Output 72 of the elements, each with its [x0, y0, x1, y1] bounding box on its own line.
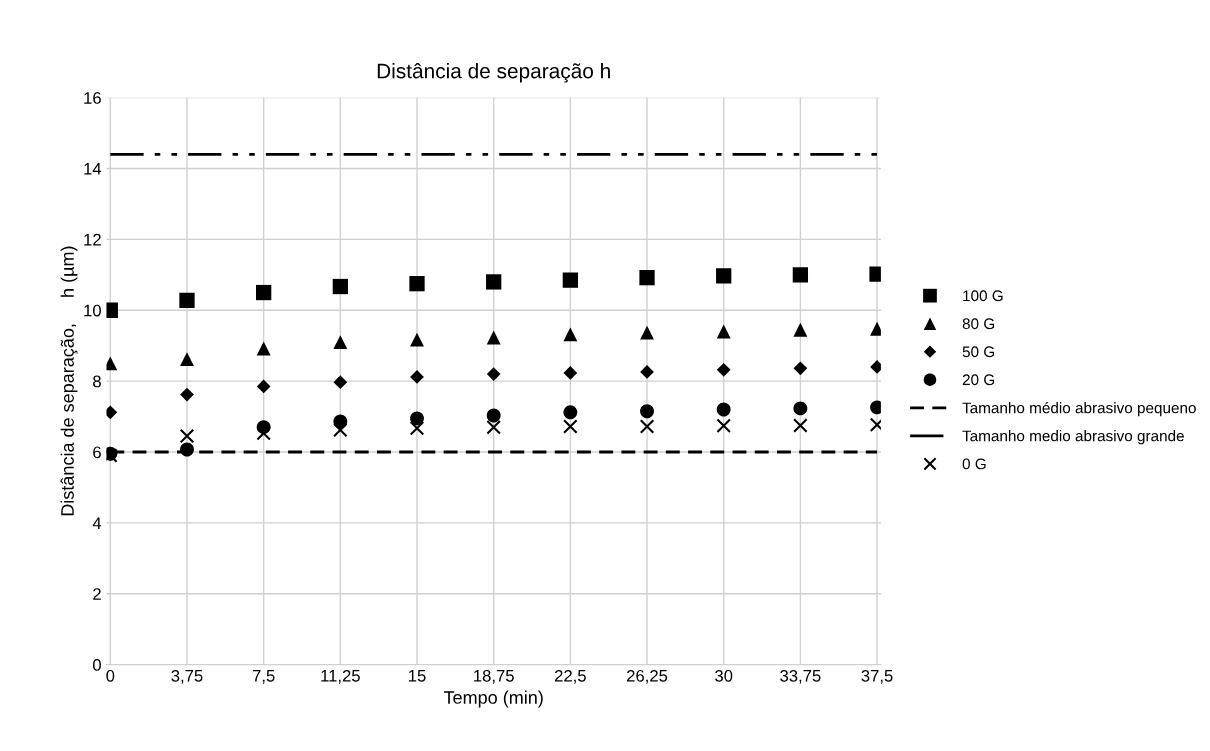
x-tick-label: 0 — [106, 669, 115, 682]
point — [410, 332, 424, 347]
y-tick-label: 4 — [92, 517, 102, 529]
point — [333, 335, 348, 350]
point — [793, 418, 808, 433]
point — [486, 408, 501, 423]
x-tick-label: 18,75 — [474, 669, 514, 684]
point — [486, 419, 501, 435]
point — [716, 402, 731, 417]
y-tick-label: 16 — [84, 92, 101, 104]
point — [792, 267, 809, 283]
point — [563, 327, 578, 342]
x-axis-title: Tempo (min) — [443, 690, 543, 708]
point — [793, 322, 808, 337]
point — [409, 420, 425, 436]
point — [256, 284, 272, 301]
chart-title: Distância de separação h — [377, 63, 610, 83]
x-tick-label: 33,75 — [780, 669, 821, 684]
y-tick-label: 2 — [93, 588, 101, 600]
x-tick-label: 37,5 — [861, 669, 893, 684]
point — [486, 330, 501, 345]
legend-label: 80 G — [962, 318, 995, 330]
legend-label: 50 G — [962, 346, 995, 358]
point — [410, 411, 424, 426]
point — [256, 341, 271, 356]
y-tick-label: 0 — [93, 659, 101, 671]
x-tick-label: 30 — [715, 669, 733, 682]
point — [639, 270, 655, 286]
y-tick-label: 8 — [93, 375, 101, 388]
point — [640, 325, 654, 340]
point — [793, 401, 808, 416]
point — [333, 422, 348, 438]
point — [486, 367, 501, 381]
legend-label: Tamanho medio abrasivo grande — [962, 430, 1184, 445]
y-tick-label: 10 — [84, 304, 101, 317]
point — [180, 387, 194, 402]
point — [180, 442, 194, 457]
point — [256, 425, 271, 441]
y-tick-label: 12 — [84, 233, 101, 246]
point — [562, 272, 578, 288]
x-tick-label: 15 — [409, 670, 426, 682]
point — [640, 404, 654, 419]
legend-label: 0 G — [962, 458, 986, 470]
point — [180, 352, 194, 367]
y-tick-label: 14 — [84, 163, 102, 175]
point — [716, 268, 732, 284]
y-tick-label: 6 — [93, 446, 101, 459]
x-tick-label: 7,5 — [252, 670, 275, 684]
point — [716, 362, 731, 377]
point — [179, 292, 195, 308]
point — [793, 361, 808, 376]
point — [410, 370, 424, 384]
y-axis-title: Distância de separação, h (µm) — [60, 246, 78, 516]
point — [409, 276, 425, 292]
x-tick-label: 11,25 — [321, 669, 360, 684]
point — [333, 375, 348, 390]
x-tick-label: 26,25 — [627, 669, 668, 684]
point — [486, 274, 502, 290]
point — [563, 405, 578, 420]
legend-label: 100 G — [963, 290, 1003, 302]
point — [716, 324, 731, 339]
point — [716, 418, 731, 434]
point — [179, 428, 195, 444]
point — [332, 278, 348, 295]
point — [563, 419, 578, 434]
point — [256, 379, 271, 394]
legend-label: Tamanho médio abrasivo pequeno — [962, 401, 1196, 417]
x-tick-label: 3,75 — [171, 669, 203, 684]
point — [639, 419, 655, 434]
point — [563, 366, 578, 380]
x-tick-label: 22,5 — [554, 669, 586, 684]
legend-label: 20 G — [962, 374, 995, 386]
